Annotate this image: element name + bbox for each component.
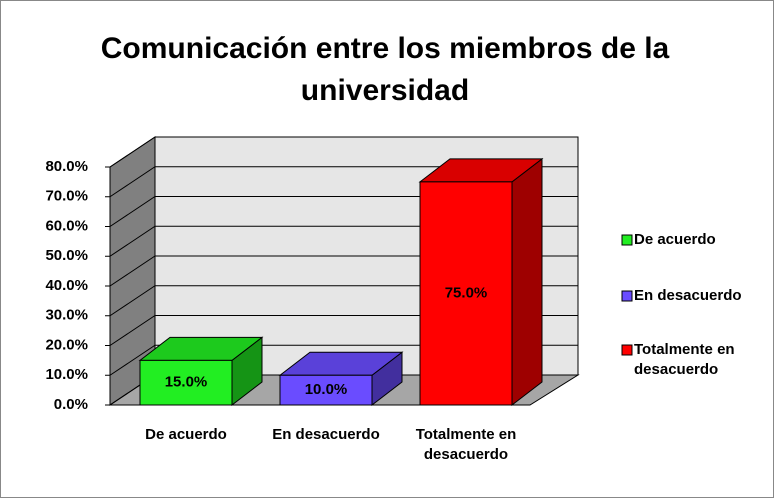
value-label: 10.0% <box>305 381 348 398</box>
y-tick-label: 70.0% <box>45 188 88 205</box>
y-tick-label: 20.0% <box>45 336 88 353</box>
y-tick-label: 50.0% <box>45 247 88 264</box>
value-label: 15.0% <box>165 374 208 391</box>
grid-line <box>109 166 578 198</box>
grid-line <box>109 136 578 168</box>
y-tick-label: 10.0% <box>45 366 88 383</box>
bar-front <box>139 359 233 406</box>
legend-label: Totalmente en desacuerdo <box>634 341 735 378</box>
bar <box>278 351 404 407</box>
bar <box>138 336 264 407</box>
legend-swatch <box>621 344 633 356</box>
x-tick-label: Totalmente en desacuerdo <box>415 426 517 463</box>
bar <box>418 157 544 407</box>
y-tick-label: 40.0% <box>45 277 88 294</box>
bar-front <box>279 374 373 406</box>
bar-front <box>419 181 513 406</box>
bar-side <box>511 157 543 407</box>
chart-title: Comunicación entre los miembros de la un… <box>100 32 670 107</box>
y-tick-label: 80.0% <box>45 158 88 175</box>
legend-label: En desacuerdo <box>634 287 742 304</box>
legend-label: De acuerdo <box>634 231 716 248</box>
y-tick-label: 30.0% <box>45 307 88 324</box>
x-tick-label: De acuerdo <box>145 426 227 443</box>
x-tick-label: En desacuerdo <box>272 426 380 443</box>
y-tick-label: 60.0% <box>45 217 88 234</box>
legend-swatch <box>621 290 633 302</box>
value-label: 75.0% <box>445 284 488 301</box>
legend-swatch <box>621 234 633 246</box>
y-tick-label: 0.0% <box>54 396 88 413</box>
